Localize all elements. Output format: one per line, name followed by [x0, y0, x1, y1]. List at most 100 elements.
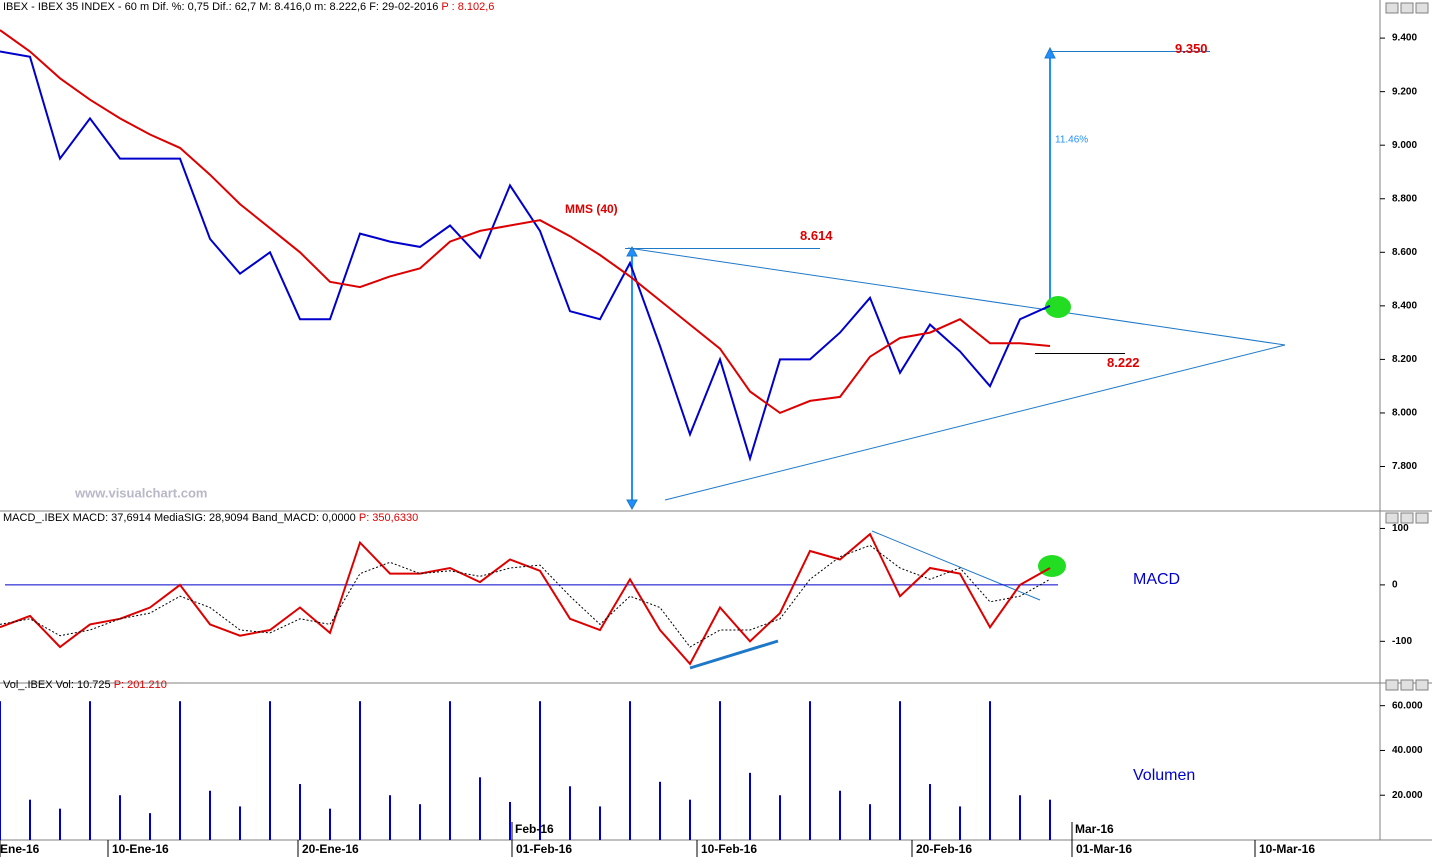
volume-bar: [0, 701, 1, 840]
data-layer: 7.800 8.000 8.200 8.400 8.600 8.800 9.000 9.200…: [0, 29, 1423, 857]
volume-bar: [269, 701, 271, 840]
volume-bar: [779, 795, 781, 840]
volume-bar: [119, 795, 121, 840]
panel-header: IBEX - IBEX 35 INDEX - 60 m Dif. %: 0,75…: [3, 1, 494, 13]
header-price: P: 350,6330: [359, 512, 418, 524]
volume-bar: [809, 701, 811, 840]
arrow-head: [1044, 46, 1056, 59]
panel-header: MACD_.IBEX MACD: 37,6914 MediaSIG: 28,90…: [3, 512, 418, 524]
divergence-line: [689, 639, 779, 670]
series-line: [0, 544, 1051, 648]
x-tick-label: 01-Feb-16: [516, 842, 572, 856]
macd-marker: [1038, 555, 1066, 577]
volume-bar: [869, 804, 871, 840]
breakout-marker: [1045, 296, 1071, 318]
y-tick-label: 7.800: [1392, 461, 1417, 472]
volume-bar: [839, 790, 841, 840]
volume-bar: [389, 795, 391, 840]
volume-bar: [959, 806, 961, 840]
arrow-head: [626, 245, 638, 257]
y-tick-label: 9.200: [1392, 86, 1417, 97]
y-tick-label: 20.000: [1392, 790, 1423, 801]
volume-bar: [539, 701, 541, 840]
volume-bar: [899, 701, 901, 840]
volume-bar: [89, 701, 91, 840]
volume-bar: [689, 799, 691, 840]
volume-bar: [149, 813, 151, 840]
x-tick-label: 20-Ene-16: [302, 842, 359, 856]
button[interactable]: [1415, 679, 1429, 691]
trendline: [627, 247, 1286, 346]
button[interactable]: [1415, 512, 1429, 524]
volume-bar: [989, 701, 991, 840]
annotation-label: 9.350: [1175, 41, 1208, 56]
month-label: Mar-16: [1075, 822, 1114, 836]
y-tick-label: 8.600: [1392, 247, 1417, 258]
volume-bar: [719, 701, 721, 840]
arrow-head: [626, 499, 638, 511]
volume-bar: [239, 806, 241, 840]
button[interactable]: [1385, 679, 1399, 691]
volume-bar: [509, 801, 511, 840]
y-tick-label: 0: [1392, 580, 1398, 591]
volume-bar: [1019, 795, 1021, 840]
button[interactable]: [1400, 2, 1414, 14]
trendline: [664, 344, 1286, 501]
button[interactable]: [1400, 679, 1414, 691]
volume-bar: [569, 786, 571, 840]
y-tick-label: -100: [1392, 636, 1412, 647]
month-label: Feb-16: [515, 822, 554, 836]
x-tick-label: Ene-16: [0, 842, 40, 856]
series-line: [0, 532, 1051, 666]
x-tick-label: 10-Feb-16: [701, 842, 757, 856]
header-price: P: 201.210: [114, 679, 167, 691]
volume-bar: [419, 804, 421, 840]
volume-bar: [329, 808, 331, 840]
y-tick-label: 60.000: [1392, 700, 1423, 711]
series-label: MMS (40): [565, 202, 618, 216]
trendlines: [626, 46, 1286, 670]
x-tick-label: 20-Feb-16: [916, 842, 972, 856]
volume-bar: [209, 790, 211, 840]
y-tick-label: 8.000: [1392, 408, 1417, 419]
annotation-label: 8.222: [1107, 355, 1140, 370]
volume-bar: [299, 784, 301, 840]
annotation-label: 8.614: [800, 228, 833, 243]
volume-bar: [479, 777, 481, 840]
watermark: www.visualchart.com: [74, 485, 207, 500]
y-tick-label: 8.400: [1392, 300, 1417, 311]
header-text: MACD_.IBEX MACD: 37,6914 MediaSIG: 28,90…: [3, 512, 356, 524]
volume-bar: [179, 701, 181, 840]
volume-bar: [59, 808, 61, 840]
series-line: [0, 50, 1051, 462]
volume-bar: [629, 701, 631, 840]
y-tick-label: 9.000: [1392, 140, 1417, 151]
y-tick-label: 9.400: [1392, 33, 1417, 44]
volume-bar: [749, 772, 751, 840]
volume-bar: [599, 806, 601, 840]
volume-bar: [449, 701, 451, 840]
volume-bar: [659, 781, 661, 840]
button[interactable]: [1385, 512, 1399, 524]
x-tick-label: 01-Mar-16: [1076, 842, 1132, 856]
x-tick-label: 10-Mar-16: [1259, 842, 1315, 856]
series-line: [0, 29, 1051, 415]
panel-label: Volumen: [1133, 767, 1195, 784]
volume-bar: [1049, 799, 1051, 840]
button[interactable]: [1385, 2, 1399, 14]
x-tick-label: 10-Ene-16: [112, 842, 169, 856]
volume-bar: [929, 784, 931, 840]
panel-label: MACD: [1133, 571, 1180, 588]
target-label: 11.46%: [1055, 135, 1088, 146]
button[interactable]: [1415, 2, 1429, 14]
header-price: P : 8.102,6: [441, 1, 494, 13]
volume-bar: [359, 701, 361, 840]
y-tick-label: 8.200: [1392, 354, 1417, 365]
panel-buttons[interactable]: [1385, 2, 1429, 691]
header-text: Vol_.IBEX Vol: 10.725: [3, 679, 111, 691]
button[interactable]: [1400, 512, 1414, 524]
trendline: [871, 530, 1041, 601]
